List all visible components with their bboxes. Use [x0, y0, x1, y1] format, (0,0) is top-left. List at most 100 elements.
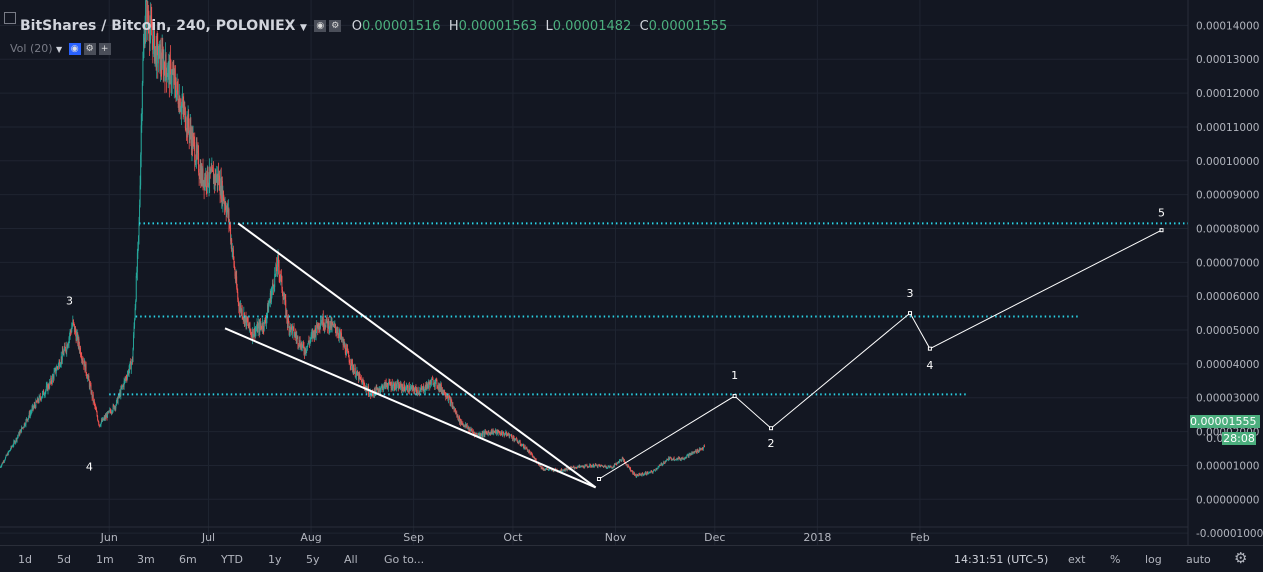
candle-body: [655, 470, 656, 471]
candle-body: [97, 416, 98, 420]
range-1m[interactable]: 1m: [96, 553, 114, 566]
last-price-tag: 0.00001555: [1190, 415, 1260, 428]
projection-point: [597, 477, 600, 480]
bar-countdown: 28:08: [1222, 432, 1256, 445]
range-6m[interactable]: 6m: [179, 553, 197, 566]
candle-body: [139, 205, 140, 224]
x-tick-label: Feb: [910, 531, 929, 544]
chevron-down-icon[interactable]: ▼: [56, 45, 62, 54]
projection-point: [909, 312, 912, 315]
chevron-down-icon[interactable]: ▼: [300, 23, 307, 33]
candle-body: [674, 460, 675, 461]
chart-legend: BitShares / Bitcoin, 240, POLONIEX ▼ ◉⚙ …: [6, 18, 727, 34]
x-tick-label: 2018: [803, 531, 831, 544]
y-tick-label: 0.00005000: [1196, 325, 1259, 337]
high-label: H: [449, 19, 459, 34]
candle-body: [233, 250, 234, 257]
x-tick-label: Jun: [100, 531, 118, 544]
candle-body: [520, 441, 521, 444]
range-3m[interactable]: 3m: [137, 553, 155, 566]
y-tick-label: 0.00008000: [1196, 223, 1259, 235]
candle-body: [511, 436, 512, 438]
candle-body: [612, 468, 613, 469]
candle-body: [242, 309, 243, 317]
x-tick-label: Oct: [503, 531, 523, 544]
candle-body: [52, 376, 53, 382]
range-1d[interactable]: 1d: [18, 553, 32, 566]
eye-icon[interactable]: ◉: [69, 43, 81, 55]
candle-body: [136, 276, 137, 301]
add-icon[interactable]: +: [99, 43, 111, 55]
candle-body: [416, 389, 417, 392]
candle-body: [86, 364, 87, 373]
y-tick-label: 0.00000000: [1196, 494, 1259, 506]
candle-body: [611, 467, 612, 468]
candle-body: [335, 324, 336, 328]
volume-label: Vol (20): [10, 42, 53, 55]
eye-icon[interactable]: ◉: [314, 20, 326, 32]
wave-label: 4: [86, 461, 93, 474]
y-tick-label: 0.00011000: [1196, 122, 1259, 134]
candle-body: [73, 323, 74, 325]
candle-body: [56, 371, 57, 373]
projection-point: [928, 347, 931, 350]
close-label: C: [640, 19, 649, 34]
candle-body: [18, 435, 19, 436]
ext-toggle[interactable]: ext: [1068, 553, 1085, 566]
range-5d[interactable]: 5d: [57, 553, 71, 566]
candle-body: [355, 368, 356, 377]
low-value: 0.00001482: [553, 19, 632, 34]
gear-icon[interactable]: ⚙: [1234, 549, 1247, 567]
y-tick-label: 0.00010000: [1196, 156, 1259, 168]
candle-body: [526, 447, 527, 448]
candle-body: [142, 60, 143, 83]
candle-body: [142, 83, 143, 114]
settings-icon[interactable]: ⚙: [329, 20, 341, 32]
wave-label: 2: [768, 437, 775, 450]
wave-label: 5: [1158, 207, 1165, 220]
candle-body: [419, 390, 420, 392]
candle-body: [327, 317, 328, 321]
volume-legend[interactable]: Vol (20) ▼ ◉⚙+: [10, 42, 111, 55]
chart-background: [0, 0, 1263, 545]
y-tick-label: 0.00007000: [1196, 257, 1259, 269]
wave-label: 4: [926, 359, 933, 372]
y-tick-label: 0.00013000: [1196, 54, 1259, 66]
close-value: 0.00001555: [649, 19, 728, 34]
candle-body: [350, 363, 351, 366]
range-1y[interactable]: 1y: [268, 553, 282, 566]
candle-body: [704, 446, 705, 447]
range-all[interactable]: All: [344, 553, 358, 566]
symbol-title[interactable]: BitShares / Bitcoin, 240, POLONIEX: [20, 18, 295, 34]
auto-toggle[interactable]: auto: [1186, 553, 1211, 566]
candle-body: [166, 54, 167, 68]
low-label: L: [545, 19, 552, 34]
y-tick-label: 0.00003000: [1196, 393, 1259, 405]
candle-body: [167, 77, 168, 80]
percent-toggle[interactable]: %: [1110, 553, 1120, 566]
projection-point: [733, 395, 736, 398]
candle-body: [206, 175, 207, 187]
candle-body: [457, 415, 458, 419]
candle-body: [58, 364, 59, 368]
range-ytd[interactable]: YTD: [221, 553, 243, 566]
range-5y[interactable]: 5y: [306, 553, 320, 566]
candle-body: [5, 457, 6, 459]
candle-body: [54, 372, 55, 379]
wave-label: 3: [907, 287, 914, 300]
settings-icon[interactable]: ⚙: [84, 43, 96, 55]
y-tick-label: 0.00012000: [1196, 88, 1259, 100]
candle-body: [361, 379, 362, 380]
price-chart[interactable]: 0.00014000 0.00013000 0.00012000 0.00011000…: [0, 0, 1263, 545]
x-tick-label: Sep: [403, 531, 424, 544]
candle-body: [674, 458, 675, 460]
candle-body: [19, 432, 20, 435]
goto-button[interactable]: Go to...: [384, 553, 424, 566]
log-toggle[interactable]: log: [1145, 553, 1162, 566]
candle-body: [596, 465, 597, 467]
candle-body: [394, 384, 395, 389]
y-tick-label: 0.00004000: [1196, 359, 1259, 371]
y-tick-label: 0.00014000: [1196, 20, 1259, 32]
ohlc-values: O0.00001516 H0.00001563 L0.00001482 C0.0…: [352, 19, 727, 34]
